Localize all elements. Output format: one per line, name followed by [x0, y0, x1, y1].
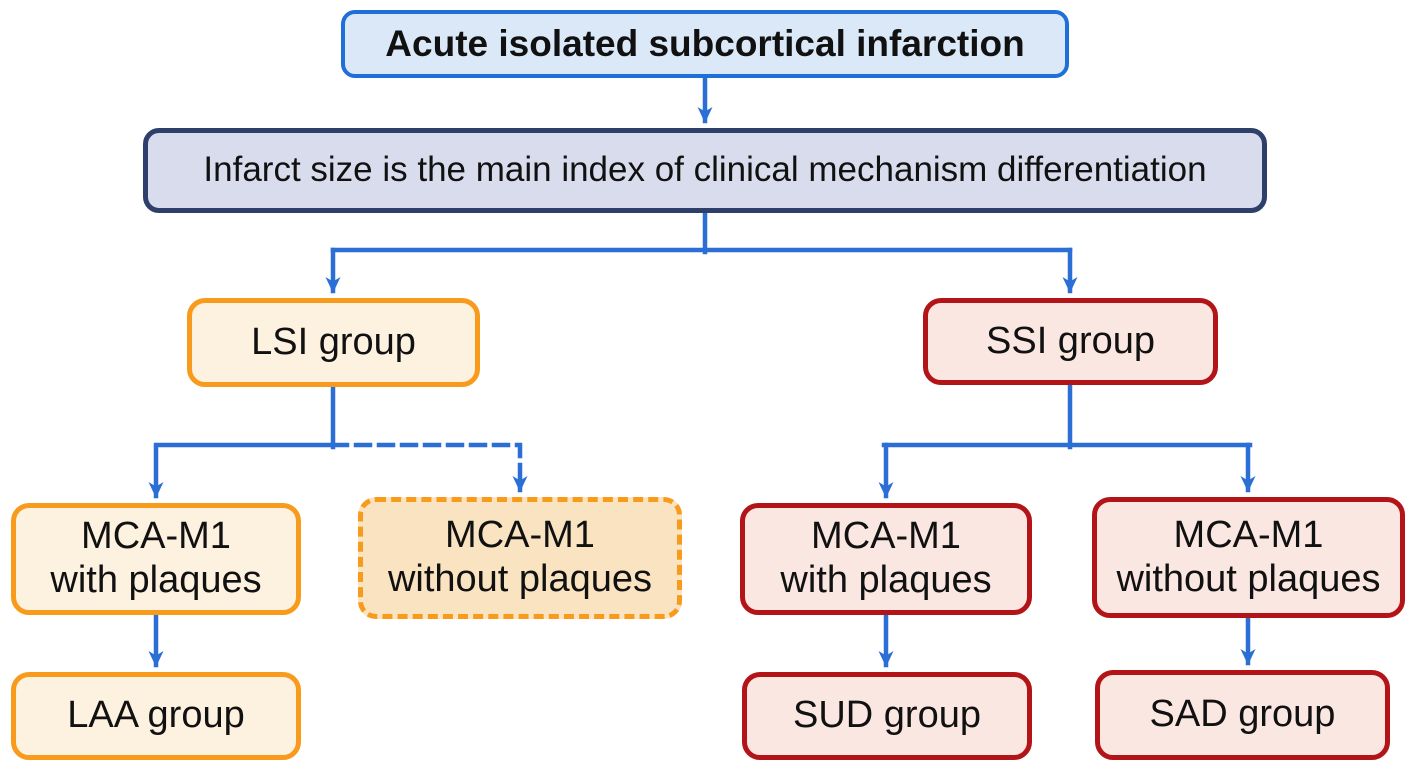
node-label-line2: without plaques — [1116, 557, 1381, 600]
node-label-line1: MCA-M1 — [81, 515, 231, 558]
node-sud-label: SUD group — [793, 694, 981, 737]
node-sad-group: SAD group — [1095, 670, 1390, 760]
arrow-lsi-to-with-plaques — [148, 442, 336, 499]
node-sad-label: SAD group — [1149, 693, 1336, 736]
node-ssi-mca-m1-with-plaques: MCA-M1 with plaques — [740, 503, 1032, 615]
node-laa-label: LAA group — [67, 694, 245, 737]
node-acute-isolated-subcortical-infarction: Acute isolated subcortical infarction — [341, 10, 1069, 78]
node-laa-group: LAA group — [11, 672, 301, 760]
arrow-lsi-to-without-plaques-dashed — [330, 442, 528, 493]
node-ssi-group: SSI group — [923, 298, 1218, 385]
node-label-line1: MCA-M1 — [811, 515, 961, 558]
node-root-label: Acute isolated subcortical infarction — [385, 22, 1025, 64]
node-infarct-size-criteria: Infarct size is the main index of clinic… — [143, 128, 1267, 213]
node-label-line2: without plaques — [387, 558, 653, 600]
node-lsi-group: LSI group — [187, 298, 480, 387]
node-lsi-mca-m1-with-plaques: MCA-M1 with plaques — [11, 503, 301, 615]
node-sud-group: SUD group — [742, 672, 1032, 760]
node-label-line2: with plaques — [50, 559, 262, 601]
node-label-line1: MCA-M1 — [445, 514, 595, 557]
node-criteria-label: Infarct size is the main index of clinic… — [203, 150, 1207, 190]
node-ssi-mca-m1-without-plaques: MCA-M1 without plaques — [1092, 497, 1405, 618]
node-label-line2: with plaques — [780, 559, 992, 601]
node-lsi-mca-m1-without-plaques: MCA-M1 without plaques — [358, 497, 682, 619]
node-lsi-label: LSI group — [251, 320, 416, 363]
node-ssi-label: SSI group — [986, 319, 1155, 362]
node-label-line1: MCA-M1 — [1173, 513, 1324, 556]
